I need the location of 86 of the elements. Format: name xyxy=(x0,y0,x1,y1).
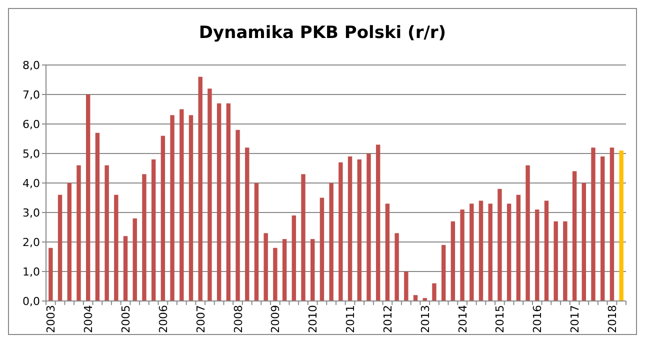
y-tick-label: 6,0 xyxy=(22,118,40,131)
x-tick-label: 2011 xyxy=(344,305,358,333)
y-tick-label: 5,0 xyxy=(22,148,40,160)
bar xyxy=(170,115,174,301)
bar xyxy=(282,239,287,301)
bar xyxy=(180,109,184,301)
bar xyxy=(478,200,484,301)
bar xyxy=(619,150,624,301)
bar xyxy=(348,156,352,301)
bar xyxy=(572,171,577,301)
chart-title: Dynamika PKB Polski (r/r) xyxy=(198,23,446,43)
x-tick-label: 2012 xyxy=(381,305,394,333)
y-tick-label: 1,0 xyxy=(22,266,40,278)
bar xyxy=(245,148,250,301)
y-tick-label: 7,0 xyxy=(22,88,40,102)
bar xyxy=(264,233,268,301)
bar xyxy=(104,165,109,301)
x-tick-label: 2005 xyxy=(120,305,133,333)
bar xyxy=(216,103,222,301)
bar xyxy=(600,156,605,301)
x-tick-label: 2015 xyxy=(494,305,507,333)
x-tick-label: 2014 xyxy=(456,305,470,333)
bar xyxy=(188,115,194,301)
bar xyxy=(58,194,62,301)
bar xyxy=(198,76,202,301)
bar xyxy=(310,239,315,301)
bar xyxy=(86,94,90,301)
x-tick-label: 2009 xyxy=(269,305,282,333)
x-tick-label: 2007 xyxy=(194,305,208,333)
bar xyxy=(48,248,53,301)
y-tick-label: 0,0 xyxy=(22,295,40,308)
x-tick-label: 2010 xyxy=(306,305,320,333)
x-tick-label: 2017 xyxy=(568,305,582,333)
x-tick-label: 2013 xyxy=(418,305,432,333)
bar xyxy=(394,233,399,301)
y-tick-label: 2,0 xyxy=(22,236,40,249)
bar xyxy=(329,183,334,301)
y-tick-label: 4,0 xyxy=(22,177,40,190)
bar xyxy=(516,194,521,301)
bar xyxy=(450,221,456,301)
bar xyxy=(95,132,100,301)
bar xyxy=(123,236,128,301)
y-tick-label: 8,0 xyxy=(22,59,40,72)
bar xyxy=(554,221,558,301)
x-tick-label: 2004 xyxy=(82,305,96,333)
bar xyxy=(385,204,390,301)
bar xyxy=(301,174,306,301)
bar xyxy=(498,188,502,301)
bar xyxy=(544,200,549,301)
x-tick-label: 2018 xyxy=(606,305,619,333)
bar xyxy=(366,154,371,301)
bar xyxy=(254,183,259,301)
x-tick-label: 2016 xyxy=(531,305,544,333)
bar xyxy=(160,136,166,301)
bar xyxy=(610,148,614,301)
bar xyxy=(142,174,146,301)
x-tick-label: 2003 xyxy=(44,305,58,333)
bar xyxy=(591,148,596,301)
bar xyxy=(441,244,446,301)
bar xyxy=(432,283,436,301)
bar xyxy=(208,88,212,301)
bar xyxy=(460,210,464,301)
bar xyxy=(151,159,156,301)
bar xyxy=(404,272,408,301)
bar xyxy=(563,221,568,301)
bar xyxy=(376,144,380,301)
bar xyxy=(132,218,137,301)
bar xyxy=(114,194,118,301)
bar xyxy=(338,162,343,301)
bar xyxy=(67,183,72,301)
bar xyxy=(488,204,492,301)
bar xyxy=(236,130,240,301)
bar xyxy=(76,165,81,301)
bar xyxy=(320,198,324,301)
bar xyxy=(582,183,586,301)
bar xyxy=(526,165,530,301)
bar xyxy=(357,159,362,301)
bar xyxy=(470,204,474,301)
bar xyxy=(226,103,231,301)
bar xyxy=(506,204,512,301)
x-tick-label: 2008 xyxy=(232,305,245,333)
bar xyxy=(273,248,278,301)
bar xyxy=(535,210,540,301)
x-tick-label: 2006 xyxy=(156,305,170,333)
bar xyxy=(292,215,296,301)
y-tick-label: 3,0 xyxy=(22,206,40,220)
